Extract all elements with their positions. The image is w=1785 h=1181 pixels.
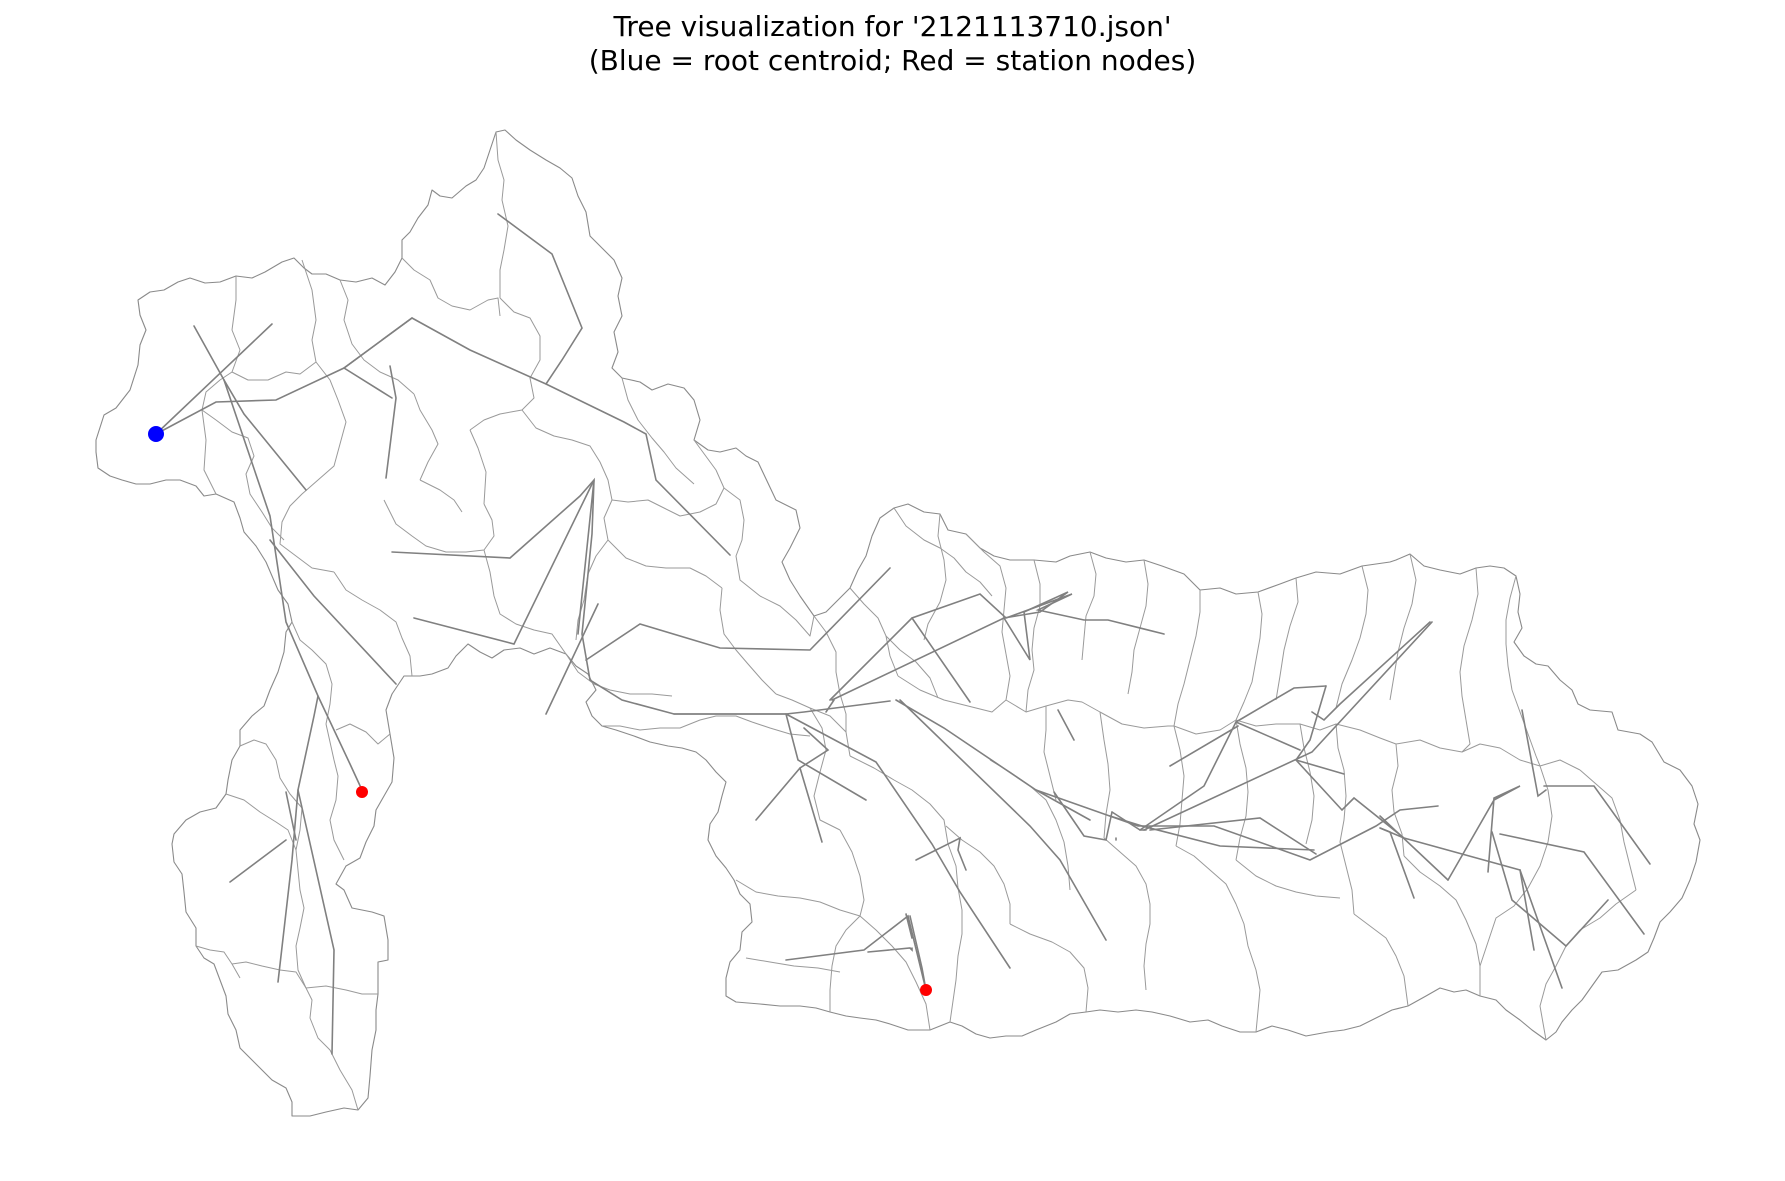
station-node (356, 786, 368, 798)
figure-title: Tree visualization for '2121113710.json'… (0, 10, 1785, 78)
title-line-1: Tree visualization for '2121113710.json' (613, 10, 1172, 43)
title-line-2: (Blue = root centroid; Red = station nod… (588, 44, 1197, 77)
root-centroid-node (148, 426, 164, 442)
watershed-outline (95, 129, 1701, 1117)
station-node (920, 984, 932, 996)
tree-edges (155, 213, 1651, 1055)
subcatchment-boundaries (195, 131, 1637, 1111)
